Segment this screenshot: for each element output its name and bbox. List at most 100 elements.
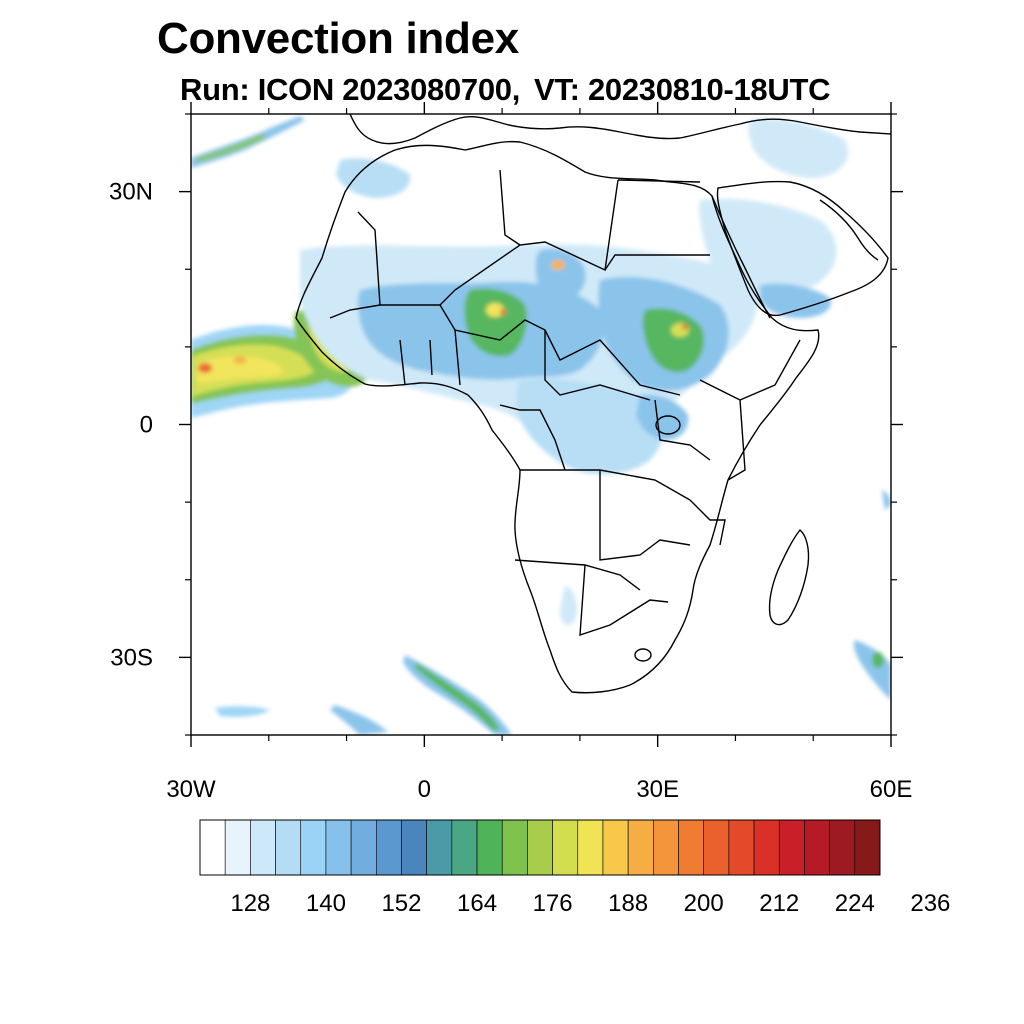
border [544, 330, 651, 401]
lon-tick-label: 30E [636, 776, 679, 803]
colorbar-label: 176 [533, 890, 573, 917]
colorbar-box [426, 819, 453, 876]
colorbar-label: 236 [910, 890, 950, 917]
colorbar-box [804, 819, 830, 876]
border [499, 404, 566, 471]
field-patch [853, 640, 891, 700]
colorbar-box [778, 819, 805, 876]
colorbar-box [501, 819, 528, 876]
colorbar-box [753, 819, 780, 876]
valid-time-label: VT: 20230810-18UTC [534, 72, 831, 107]
field-patch [330, 705, 388, 735]
colorbar-box [552, 819, 579, 876]
field-patch [882, 490, 891, 510]
colorbar-box [325, 819, 352, 876]
colorbar-label: 188 [608, 890, 648, 917]
map-title: Convection index [157, 14, 519, 63]
colorbar-box [577, 819, 604, 876]
border [699, 339, 801, 401]
colorbar-frame [199, 819, 881, 876]
border [329, 304, 381, 319]
colorbar-box [602, 819, 629, 876]
colorbar-label: 152 [381, 890, 421, 917]
lat-tick-label: 30S [110, 644, 153, 671]
colorbar-box [678, 819, 705, 876]
colorbar-box [350, 819, 377, 876]
colorbar-label: 200 [684, 890, 724, 917]
field-patch [196, 134, 266, 162]
border [727, 399, 746, 481]
colorbar-label: 224 [835, 890, 875, 917]
field-patch [560, 585, 577, 626]
field-patch [760, 283, 831, 318]
field-patch [464, 288, 527, 357]
colorbar-box [300, 819, 327, 876]
colorbar-box [527, 819, 553, 876]
colorbar-label: 164 [457, 890, 497, 917]
colorbar-box [728, 819, 755, 876]
colorbar-box [375, 819, 402, 876]
field-patch [500, 309, 506, 315]
field-patch [516, 378, 665, 475]
madagascar [768, 529, 810, 626]
field-patch [234, 356, 246, 364]
border [604, 254, 710, 271]
lon-tick-label: 30W [166, 776, 216, 803]
field-patch [682, 324, 688, 330]
run-label: Run: ICON 2023080700, [180, 72, 521, 107]
field-patch [486, 303, 504, 317]
lon-tick-label: 60E [870, 776, 913, 803]
field-patch [198, 363, 212, 373]
lon-tick-label: 0 [418, 776, 431, 803]
colorbar-box [854, 819, 881, 876]
field-patch [535, 248, 586, 302]
map-axes: 30N 0 30S 30W 0 30E 60E [109, 102, 912, 803]
lat-tick-label: 30N [109, 179, 153, 206]
red-sea [711, 195, 771, 319]
colorbar-label: 140 [306, 890, 346, 917]
colorbar-box [275, 819, 302, 876]
field-patch [699, 198, 837, 307]
map-subtitle: Run: ICON 2023080700, VT: 20230810-18UTC [180, 72, 830, 108]
border [599, 470, 691, 561]
africa-coast [295, 140, 820, 694]
colorbar-box [653, 819, 679, 876]
persian-gulf [819, 199, 879, 261]
field-patch [215, 706, 270, 717]
field-patch [748, 118, 849, 178]
colorbar: 128 140 152 164 176 188 200 212 224 236 [199, 819, 950, 917]
field-patch [415, 662, 500, 730]
convection-field [191, 116, 891, 735]
colorbar-box [451, 819, 478, 876]
colorbar-label: 128 [230, 890, 270, 917]
colorbar-box [703, 819, 730, 876]
field-patch [336, 158, 411, 198]
colorbar-box [224, 819, 251, 876]
colorbar-box [476, 819, 503, 876]
arabia [716, 180, 889, 317]
colorbar-box [199, 819, 226, 876]
colorbar-box [250, 819, 276, 876]
colorbar-box [829, 819, 856, 876]
field-patch [551, 260, 565, 270]
border [399, 329, 461, 386]
colorbar-box [627, 819, 654, 876]
border [520, 469, 691, 501]
field-patch [872, 652, 884, 668]
border [689, 499, 726, 546]
coastlines [295, 114, 891, 694]
colorbar-label: 212 [759, 890, 799, 917]
lake-victoria [655, 415, 681, 435]
lesotho [634, 648, 652, 662]
field-patch [642, 308, 705, 373]
europe-coast [349, 114, 891, 145]
border [357, 179, 619, 306]
border [579, 564, 669, 636]
colorbar-box [401, 819, 427, 876]
border [514, 559, 641, 591]
border [617, 179, 701, 183]
border [499, 169, 521, 246]
field-patch [197, 356, 284, 383]
lat-tick-label: 0 [140, 412, 153, 439]
